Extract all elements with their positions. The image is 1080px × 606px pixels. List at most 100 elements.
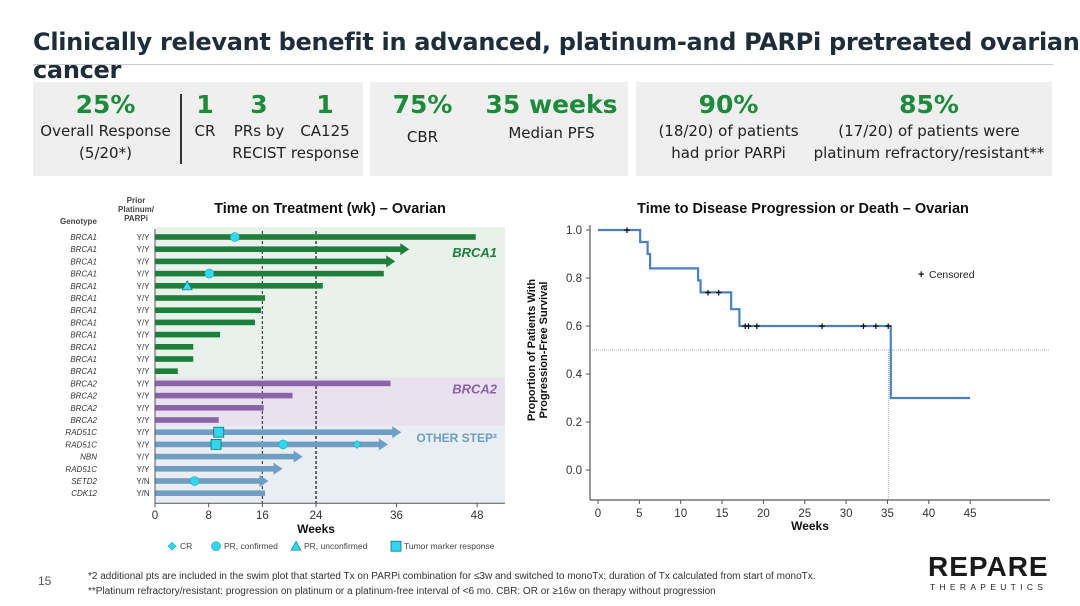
row-genotype: BRCA1 — [70, 282, 97, 291]
pr-label: PRs by — [233, 122, 285, 140]
ca125-label: CA125 — [300, 122, 350, 140]
stat-divider — [180, 94, 182, 164]
legend-label: Tumor marker response — [404, 541, 495, 551]
row-prior: Y/Y — [137, 343, 151, 352]
orr-stat: 25% Overall Response (5/20*) — [33, 90, 178, 164]
footnote-2: **Platinum refractory/resistant: progres… — [88, 586, 716, 597]
y-axis-label: Proportion of Patients With — [526, 279, 538, 422]
row-prior: Y/Y — [137, 465, 151, 474]
row-genotype: BRCA1 — [70, 270, 97, 279]
row-genotype: BRCA2 — [70, 416, 97, 425]
censor-mark: + — [705, 287, 711, 299]
treatment-bar — [155, 368, 178, 374]
cr-marker — [352, 439, 362, 449]
treatment-bar — [155, 405, 264, 411]
title-divider — [33, 64, 1053, 65]
km-plot: Time to Disease Progression or Death – O… — [526, 201, 1050, 533]
treatment-bar — [155, 417, 219, 423]
response-stats-box: 25% Overall Response (5/20*) 1 CR 3 PRs … — [33, 82, 363, 176]
row-genotype: RAD51C — [65, 428, 97, 437]
legend-censored-label: Censored — [929, 269, 975, 281]
x-tick-label: 20 — [757, 508, 770, 520]
orr-count: (5/20*) — [79, 144, 132, 162]
row-prior: Y/Y — [137, 404, 151, 413]
group-label: BRCA2 — [452, 381, 498, 396]
x-tick-label: 36 — [390, 510, 403, 522]
x-tick-label: 5 — [636, 508, 642, 520]
prior-column-header: Platinum/ — [118, 205, 155, 214]
row-genotype: BRCA1 — [70, 343, 97, 352]
x-tick-label: 40 — [922, 508, 935, 520]
page-number: 15 — [38, 574, 52, 588]
x-tick-label: 48 — [471, 510, 484, 522]
row-genotype: BRCA1 — [70, 294, 97, 303]
prior-therapy-box: 90% (18/20) of patients had prior PARPi … — [636, 82, 1052, 176]
ca125-value: 1 — [316, 90, 334, 119]
treatment-bar — [155, 392, 293, 399]
ongoing-arrow — [259, 475, 269, 487]
row-prior: Y/Y — [137, 257, 151, 266]
treatment-bar — [155, 490, 266, 496]
company-logo-sub: THERAPEUTICS — [930, 582, 1048, 592]
row-prior: Y/Y — [137, 306, 151, 315]
ongoing-arrow — [400, 243, 410, 256]
cbr-value: 75% — [392, 90, 453, 119]
x-tick-label: 15 — [716, 508, 729, 520]
row-prior: Y/Y — [137, 453, 151, 462]
platinum-label: (17/20) of patients were — [838, 122, 1020, 140]
row-genotype: BRCA2 — [70, 404, 97, 413]
cr-label: CR — [194, 122, 216, 140]
group-label: BRCA1 — [452, 245, 497, 260]
x-tick-label: 45 — [964, 508, 977, 520]
cr-stat: 1 CR — [190, 90, 220, 142]
censor-mark: + — [885, 321, 891, 333]
platinum-value: 85% — [899, 90, 959, 119]
treatment-bar — [155, 344, 194, 350]
pfs-label: Median PFS — [508, 124, 595, 142]
censor-mark: + — [873, 321, 879, 333]
orr-value: 25% — [75, 90, 136, 119]
legend-censor-icon: + — [918, 269, 924, 281]
row-prior: Y/N — [136, 477, 150, 486]
row-genotype: BRCA1 — [70, 233, 97, 242]
company-logo: REPARE — [928, 551, 1049, 582]
row-prior: Y/Y — [137, 270, 151, 279]
tumor-marker-response-marker — [210, 438, 222, 450]
row-genotype: BRCA1 — [70, 306, 97, 315]
row-prior: Y/Y — [137, 440, 151, 449]
censor-mark: + — [624, 225, 630, 237]
row-genotype: BRCA2 — [70, 379, 97, 388]
treatment-bar — [155, 246, 402, 252]
pr-confirmed-marker — [204, 268, 215, 279]
row-genotype: NBN — [80, 453, 97, 462]
censor-mark: + — [819, 321, 825, 333]
row-genotype: SETD2 — [71, 477, 97, 486]
ca125-stat: 1 CA125 response — [287, 90, 363, 164]
x-axis-label: Weeks — [297, 522, 335, 536]
row-prior: Y/Y — [137, 245, 151, 254]
treatment-bar — [155, 295, 266, 301]
legend-label: PR, unconfirmed — [304, 541, 368, 551]
treatment-bar — [155, 478, 261, 484]
treatment-bar — [155, 356, 194, 362]
swimmer-plot: Time on Treatment (wk) – Ovarian PriorPla… — [60, 196, 505, 552]
x-tick-label: 0 — [595, 508, 601, 520]
row-genotype: CDK12 — [71, 489, 97, 498]
row-genotype: RAD51C — [65, 440, 97, 449]
treatment-bar — [155, 380, 391, 387]
row-prior: Y/Y — [137, 379, 151, 388]
x-tick-label: 24 — [310, 510, 323, 522]
pfs-stat: 35 weeks Median PFS — [475, 90, 628, 144]
row-prior: Y/Y — [137, 367, 151, 376]
pr-value: 3 — [250, 90, 268, 119]
y-tick-label: 1.0 — [566, 225, 582, 237]
censor-mark: + — [754, 321, 760, 333]
censor-mark: + — [860, 321, 866, 333]
cr-marker — [167, 541, 177, 551]
y-tick-label: 0.0 — [566, 465, 582, 477]
km-curve — [598, 228, 971, 400]
parp-value: 90% — [698, 90, 759, 119]
row-genotype: BRCA1 — [70, 355, 97, 364]
row-prior: Y/Y — [137, 392, 151, 401]
treatment-bar — [155, 453, 295, 460]
